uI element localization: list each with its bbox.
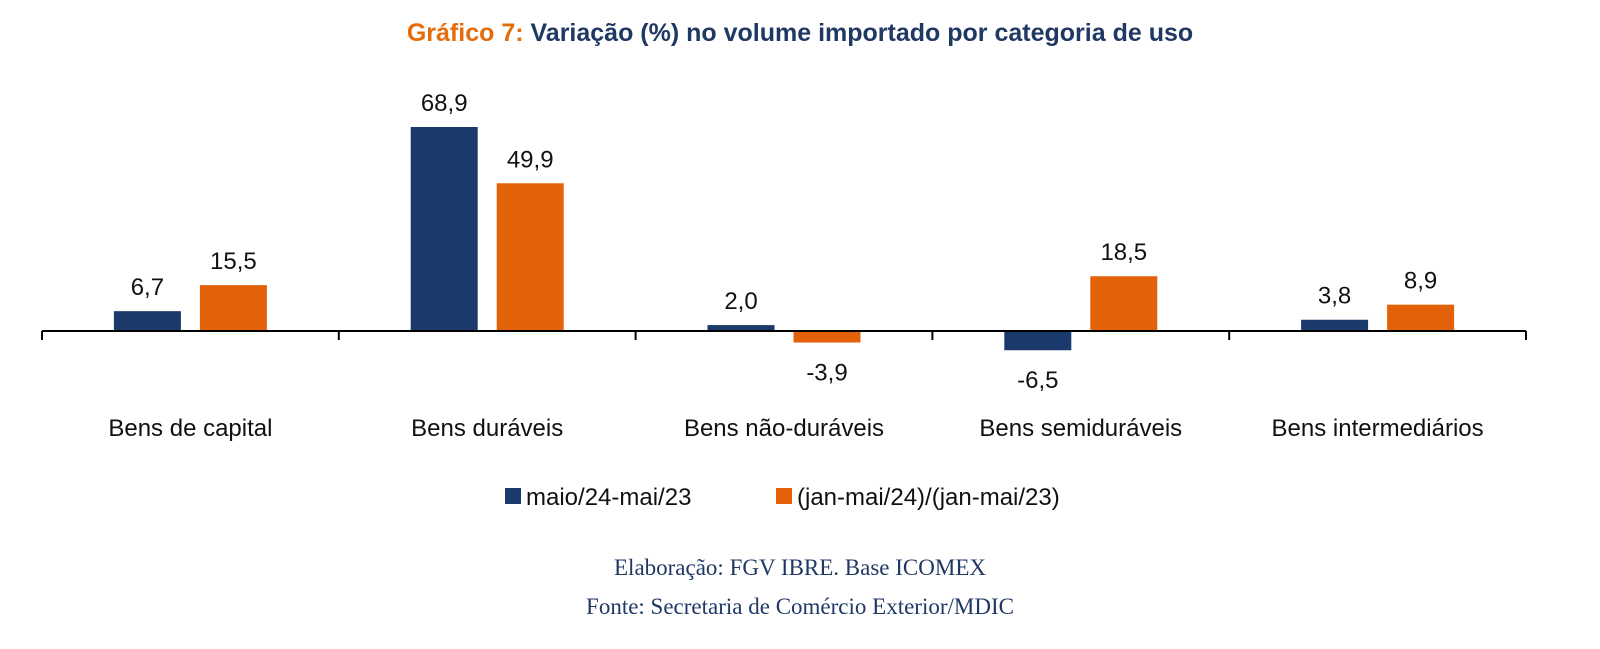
bar-2-4 — [1090, 276, 1158, 331]
bar-2-1 — [199, 285, 267, 331]
data-label: -3,9 — [806, 360, 847, 387]
bar-1-2 — [410, 127, 478, 331]
bar-2-5 — [1387, 304, 1455, 331]
data-label: 8,9 — [1404, 268, 1437, 295]
data-label: 2,0 — [724, 288, 757, 315]
data-label: 18,5 — [1100, 239, 1147, 266]
bar-1-1 — [113, 311, 181, 331]
bar-2-3 — [793, 331, 861, 343]
bar-1-5 — [1301, 319, 1369, 331]
chart-title: Gráfico 7: Variação (%) no volume import… — [407, 19, 1193, 47]
data-label: -6,5 — [1017, 367, 1058, 394]
category-label: Bens intermediários — [1272, 415, 1484, 442]
chart-title-prefix: Gráfico 7: — [407, 19, 524, 47]
category-label: Bens duráveis — [411, 415, 563, 442]
legend-label-2: (jan-mai/24)/(jan-mai/23) — [797, 484, 1060, 511]
data-label: 15,5 — [210, 248, 257, 275]
bar-2-2 — [496, 183, 564, 331]
legend-label-1: maio/24-mai/23 — [526, 484, 691, 511]
category-axis-labels: Bens de capital Bens duráveis Bens não-dur… — [108, 415, 1483, 442]
legend-swatch-1 — [505, 488, 521, 504]
bar-1-4 — [1004, 331, 1072, 351]
bar-1-3 — [707, 325, 775, 331]
category-label: Bens não-duráveis — [684, 415, 884, 442]
category-label: Bens semiduráveis — [979, 415, 1182, 442]
category-label: Bens de capital — [108, 415, 272, 442]
data-label: 3,8 — [1318, 283, 1351, 310]
legend-swatch-2 — [776, 488, 792, 504]
footer-elaboracao: Elaboração: FGV IBRE. Base ICOMEX — [614, 555, 986, 580]
plot-area: 6,7 15,5 68,9 49,9 2,0 -3,9 -6,5 18,5 3,8 8,9 — [41, 90, 1527, 394]
data-label: 6,7 — [131, 274, 164, 301]
footer-fonte: Fonte: Secretaria de Comércio Exterior/M… — [586, 594, 1014, 619]
legend: maio/24-mai/23 (jan-mai/24)/(jan-mai/23) — [505, 484, 1060, 511]
data-label: 68,9 — [421, 90, 468, 117]
chart-title-text: Variação (%) no volume importado por cat… — [531, 19, 1194, 47]
data-label: 49,9 — [507, 146, 554, 173]
